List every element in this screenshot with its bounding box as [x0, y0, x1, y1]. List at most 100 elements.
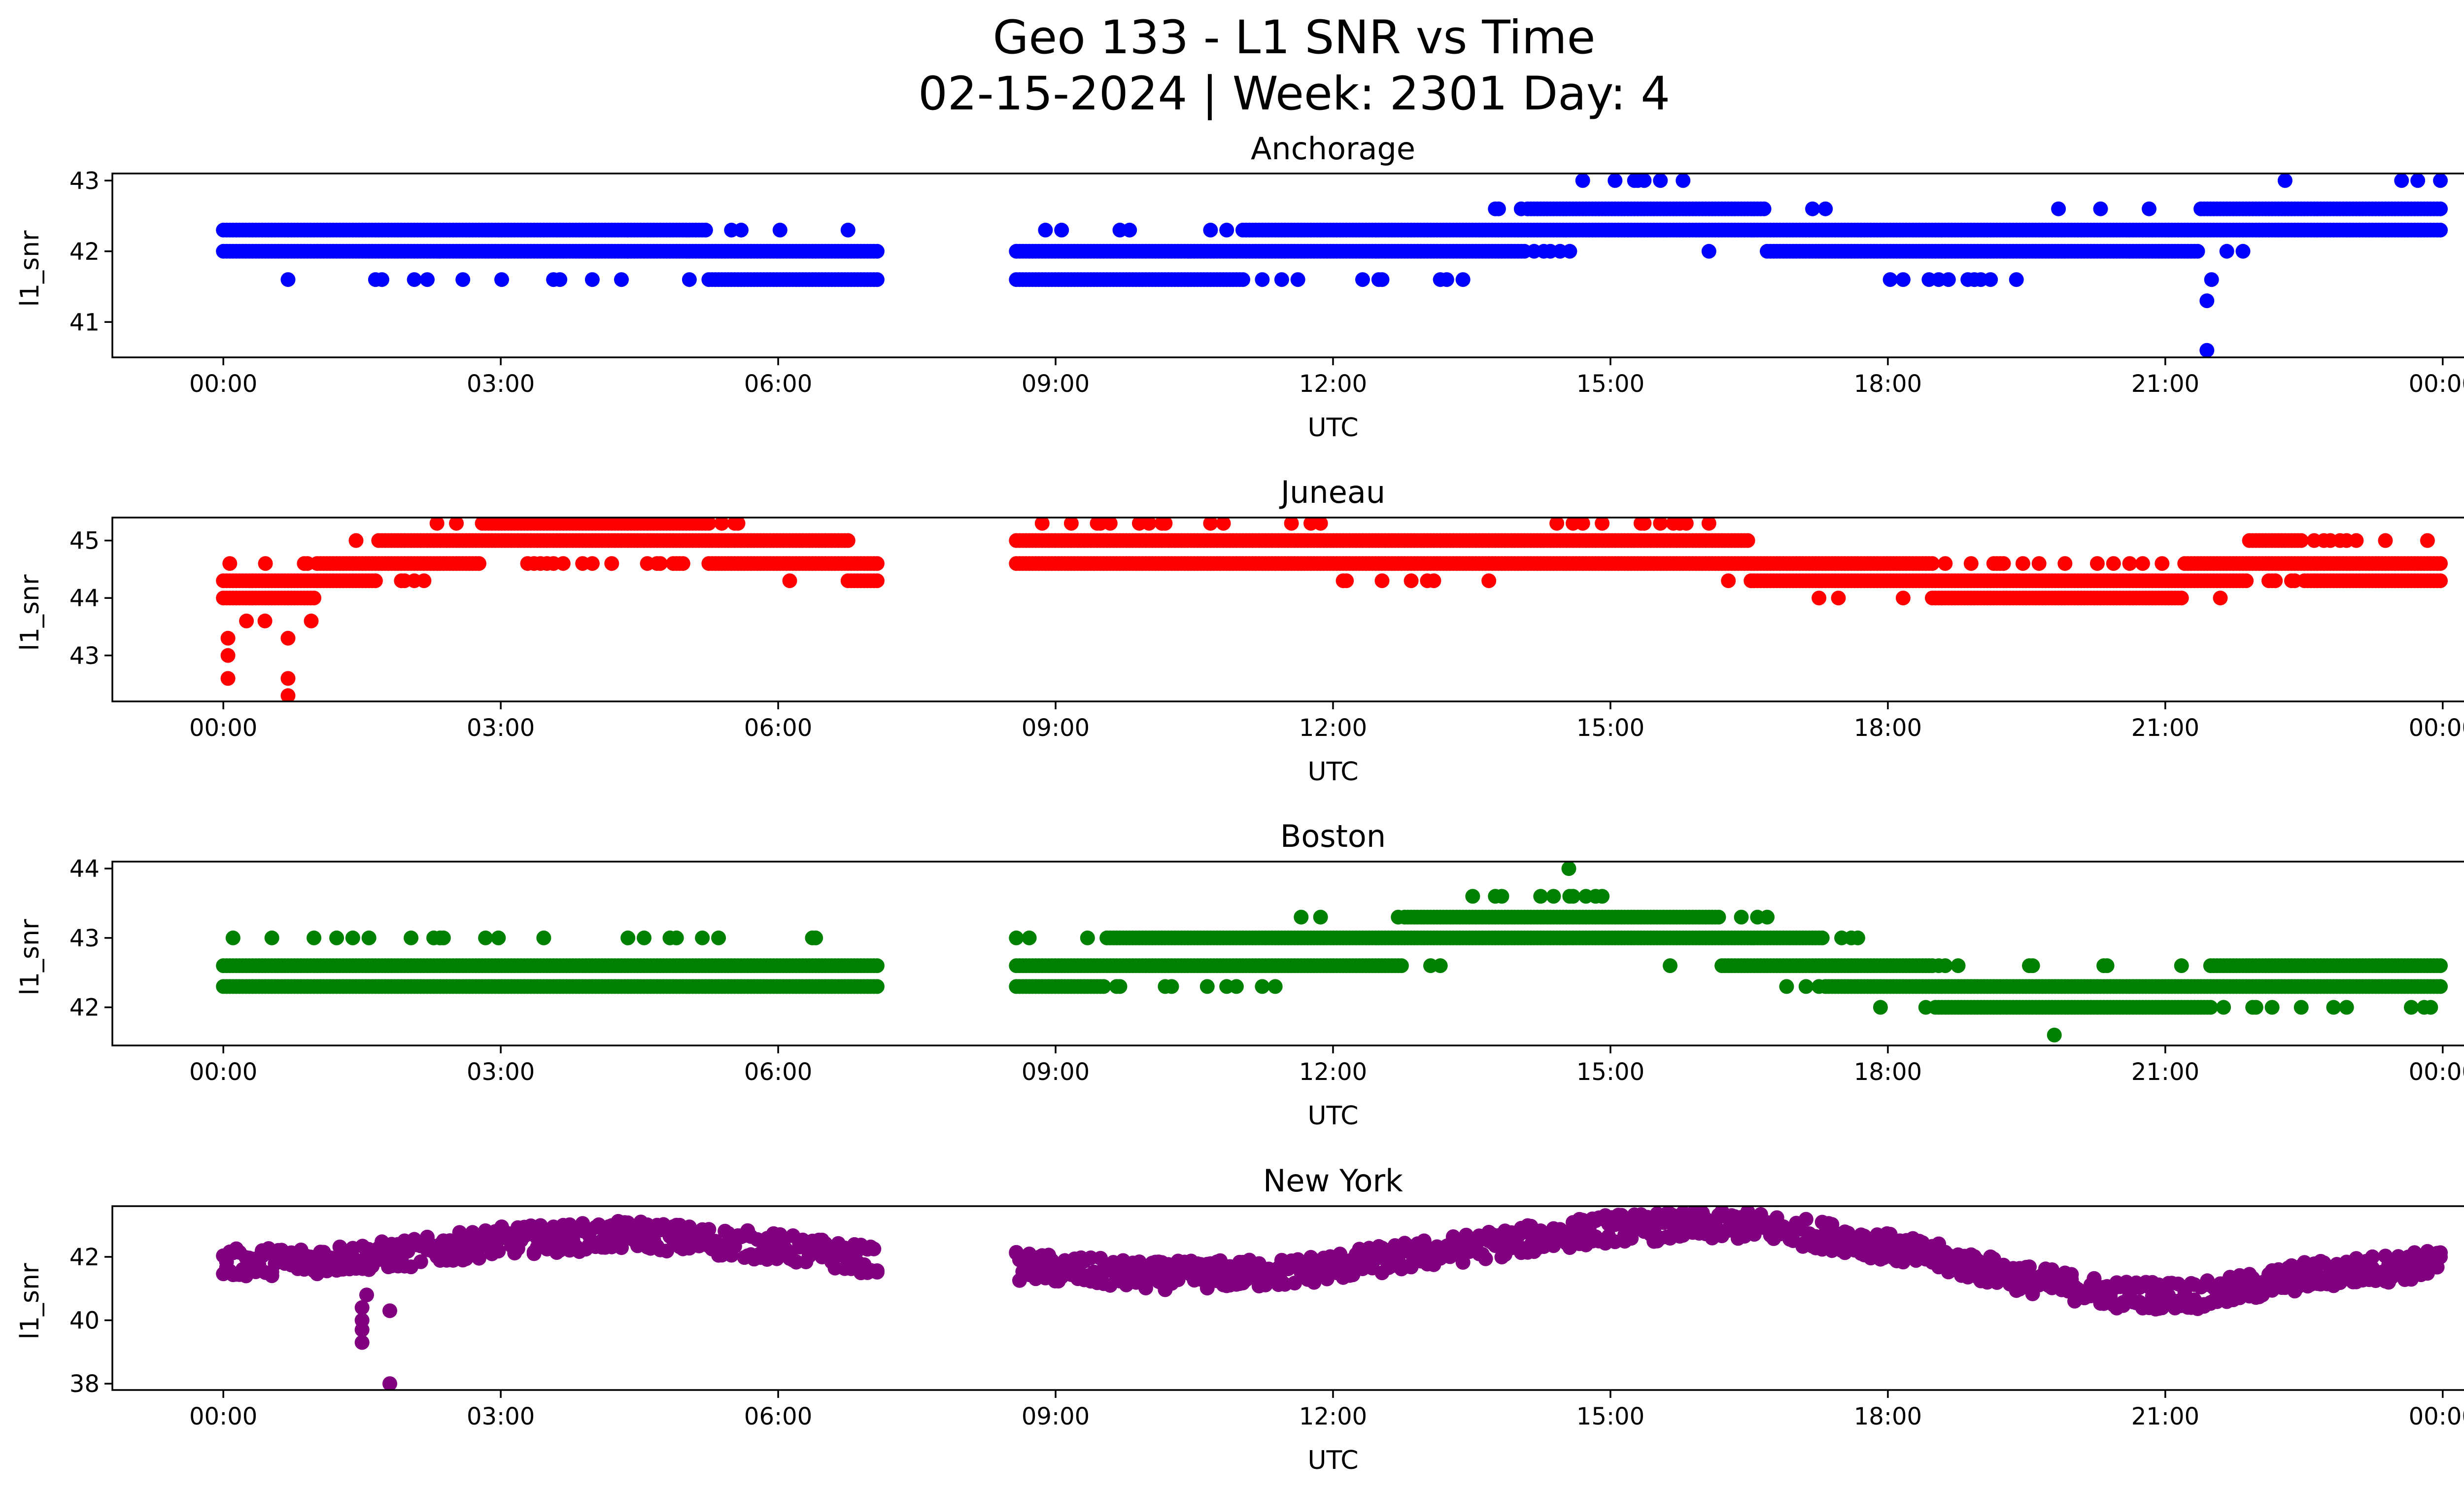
data-point — [1403, 573, 1419, 589]
data-point — [2122, 556, 2137, 571]
data-point — [604, 556, 619, 571]
data-point — [2339, 1000, 2354, 1015]
subplot-boston: Boston UTC l1_snr 00:00 03:00 06:00 09:00 12… — [15, 818, 2464, 1131]
data-point — [2213, 591, 2228, 606]
x-tick-label: 06:00 — [744, 370, 812, 398]
data-point — [869, 1263, 885, 1278]
data-point — [772, 222, 787, 238]
x-tick-label: 00:00 — [189, 1058, 257, 1086]
data-point — [1096, 979, 1111, 994]
data-point — [1561, 862, 1576, 876]
data-point — [1203, 222, 1218, 238]
data-point — [1455, 1255, 1471, 1270]
y-tick-label: 43 — [69, 925, 100, 952]
data-point — [494, 272, 509, 287]
data-point — [840, 533, 856, 548]
data-point — [220, 671, 236, 686]
data-point — [1355, 272, 1370, 287]
data-point — [1313, 909, 1328, 925]
data-point — [2239, 573, 2254, 589]
data-point — [1756, 201, 1772, 216]
data-point — [1814, 930, 1830, 945]
data-point — [1760, 909, 1775, 925]
data-point — [2349, 533, 2364, 548]
data-point — [1009, 930, 1024, 945]
x-tick-label: 15:00 — [1576, 370, 1644, 398]
data-point — [1831, 591, 1846, 606]
data-point — [2433, 556, 2448, 571]
data-point — [2433, 958, 2448, 973]
data-point — [1533, 889, 1548, 904]
x-tick-label: 00:00 — [189, 714, 257, 742]
data-point — [1164, 979, 1179, 994]
data-point — [2420, 533, 2435, 548]
data-point — [491, 1244, 506, 1259]
figure-title-line2: 02-15-2024 | Week: 2301 Day: 4 — [918, 67, 1670, 121]
y-tick-label: 42 — [69, 238, 100, 266]
data-point — [1112, 979, 1128, 994]
data-point — [1812, 591, 1827, 606]
x-axis-label: UTC — [1307, 1446, 1358, 1475]
data-point — [714, 518, 729, 531]
data-point — [1290, 272, 1305, 287]
data-point — [584, 556, 600, 571]
data-point — [2155, 556, 2170, 571]
x-tick-label: 00:00 — [189, 370, 257, 398]
data-point — [536, 930, 551, 945]
x-axis-label: UTC — [1307, 757, 1358, 787]
data-point — [1433, 958, 1448, 973]
data-point — [1895, 591, 1911, 606]
data-point — [2219, 243, 2234, 259]
data-point — [1170, 1272, 1186, 1287]
data-point — [1595, 518, 1610, 531]
data-point — [1274, 272, 1289, 287]
data-point — [869, 243, 885, 259]
data-point — [1663, 958, 1677, 973]
data-point — [2433, 222, 2448, 238]
data-point — [866, 1241, 882, 1256]
data-point — [280, 688, 296, 701]
data-point — [730, 518, 746, 531]
data-point — [1158, 518, 1173, 531]
data-point — [2174, 958, 2189, 973]
data-point — [675, 556, 690, 571]
data-point — [698, 222, 713, 238]
data-point — [840, 222, 856, 238]
data-point — [2047, 1027, 2062, 1043]
x-tick-label: 15:00 — [1576, 1058, 1644, 1086]
data-point — [220, 630, 236, 646]
data-point — [225, 930, 240, 945]
subplot-title: Anchorage — [1251, 131, 1415, 167]
data-point — [1676, 174, 1691, 188]
data-point — [2057, 556, 2073, 571]
data-point — [1122, 222, 1137, 238]
data-point — [869, 272, 885, 287]
data-point — [1595, 889, 1610, 904]
y-tick-label: 43 — [69, 167, 100, 195]
data-point — [452, 1225, 467, 1240]
subplot-title: Boston — [1280, 818, 1386, 854]
data-point — [329, 930, 344, 945]
data-point — [491, 930, 506, 945]
x-tick-label: 21:00 — [2131, 714, 2199, 742]
data-point — [2235, 243, 2251, 259]
data-point — [1701, 243, 1716, 259]
data-point — [1255, 272, 1270, 287]
data-point — [2203, 1000, 2218, 1015]
data-point — [637, 930, 651, 945]
x-tick-label: 09:00 — [1022, 714, 1090, 742]
data-point — [620, 930, 636, 945]
data-point — [455, 272, 471, 287]
data-point — [2404, 1000, 2419, 1015]
data-point — [2394, 174, 2409, 188]
data-point — [420, 272, 435, 287]
data-point — [2204, 272, 2219, 287]
data-point — [869, 958, 885, 973]
data-point — [2293, 533, 2309, 548]
data-point — [1637, 518, 1652, 531]
data-point — [584, 272, 600, 287]
x-tick-label: 06:00 — [744, 1058, 812, 1086]
data-point — [2009, 272, 2024, 287]
scatter-points — [216, 862, 2448, 1043]
data-point — [1465, 889, 1480, 904]
